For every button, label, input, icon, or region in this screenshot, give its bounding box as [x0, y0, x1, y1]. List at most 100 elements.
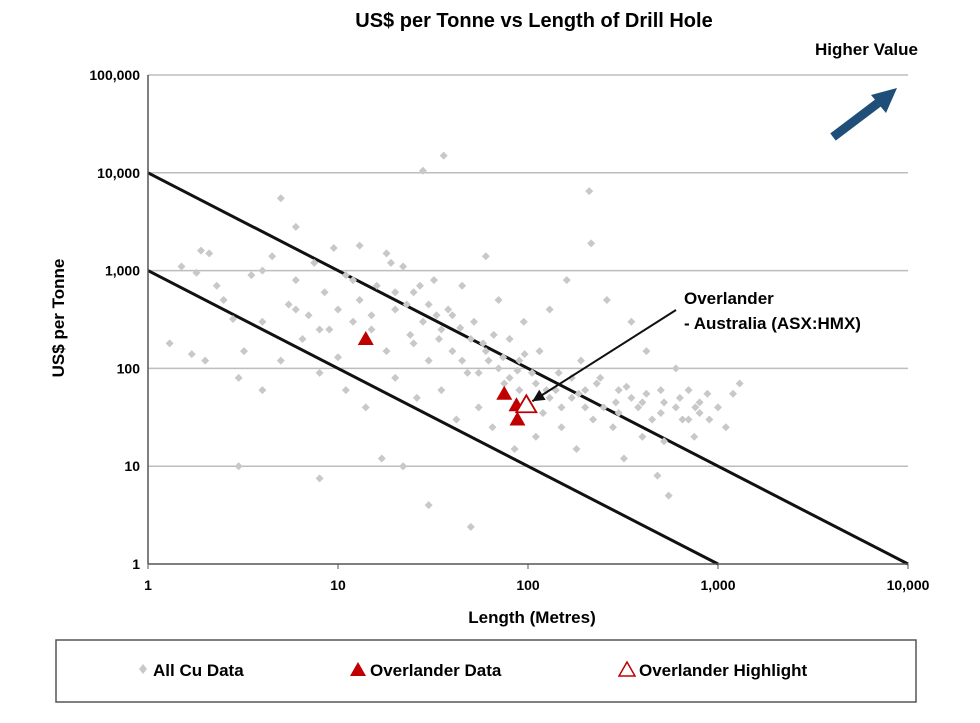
cu-data-point: [409, 288, 418, 297]
cu-data-point: [690, 432, 699, 441]
cu-data-point: [205, 249, 214, 258]
y-tick-label: 10: [124, 458, 140, 474]
reference-line: [147, 171, 909, 566]
overlander-annotation-subtitle: - Australia (ASX:HMX): [684, 314, 861, 333]
cu-data-point: [572, 444, 581, 453]
cu-data-point: [592, 379, 601, 388]
cu-data-point: [684, 386, 693, 395]
cu-data-point: [424, 356, 433, 365]
overlander-data-point: [496, 385, 513, 400]
cu-data-point: [574, 389, 583, 398]
cu-data-point: [298, 334, 307, 343]
cu-data-point: [456, 323, 465, 332]
cu-data-point: [310, 258, 319, 267]
cu-data-point: [481, 252, 490, 261]
cu-data-point: [437, 386, 446, 395]
cu-data-point: [458, 356, 467, 365]
cu-data-point: [201, 356, 210, 365]
cu-data-point: [500, 379, 509, 388]
cu-data-point: [291, 305, 300, 314]
cu-data-point: [705, 415, 714, 424]
cu-data-point: [439, 151, 448, 160]
cu-data-point: [382, 249, 391, 258]
cu-data-point: [642, 389, 651, 398]
cu-data-point: [258, 386, 267, 395]
cu-data-point: [377, 454, 386, 463]
cu-data-point: [576, 356, 585, 365]
cu-data-point: [703, 389, 712, 398]
cu-data-point: [505, 373, 514, 382]
cu-data-point: [196, 246, 205, 255]
cu-data-point: [562, 276, 571, 285]
cu-data-point: [614, 386, 623, 395]
cu-data-point: [276, 356, 285, 365]
x-tick-label: 10: [330, 577, 346, 593]
cu-data-point: [539, 408, 548, 417]
x-tick-label: 100: [516, 577, 540, 593]
cu-data-point: [488, 423, 497, 432]
cu-data-point: [418, 317, 427, 326]
cu-data-point: [355, 296, 364, 305]
legend-item-overlander-highlight: Overlander Highlight: [617, 660, 807, 680]
cu-data-point: [481, 347, 490, 356]
cu-data-point: [474, 368, 483, 377]
cu-data-point: [585, 187, 594, 196]
overlander-highlight-point: [514, 393, 538, 414]
x-tick-label: 1,000: [700, 577, 735, 593]
legend-label-overlander-data: Overlander Data: [370, 661, 502, 680]
cu-data-point: [320, 288, 329, 297]
cu-data-point: [638, 398, 647, 407]
cu-data-point: [424, 501, 433, 510]
legend-item-all-cu: All Cu Data: [139, 661, 244, 680]
overlander-annotation-title: Overlander: [684, 289, 774, 308]
legend-box: [55, 639, 917, 703]
cu-data-point: [234, 462, 243, 471]
y-tick-label: 1,000: [105, 263, 140, 279]
arrow-up-right-icon: [830, 88, 897, 141]
cu-data-point: [642, 347, 651, 356]
cu-data-point: [721, 423, 730, 432]
cu-data-point: [228, 314, 237, 323]
cu-data-point: [386, 258, 395, 267]
chart-title: US$ per Tonne vs Length of Drill Hole: [355, 10, 712, 32]
cu-data-point: [531, 379, 540, 388]
cu-data-point: [239, 347, 248, 356]
cu-data-point: [671, 364, 680, 373]
cu-data-point: [627, 317, 636, 326]
cu-data-point: [528, 368, 537, 377]
cu-data-point: [192, 268, 201, 277]
data-points: [165, 151, 744, 531]
cu-data-point: [648, 415, 657, 424]
cu-data-point: [602, 296, 611, 305]
cu-data-point: [234, 373, 243, 382]
annotation-arrow: [531, 309, 677, 403]
cu-data-point: [587, 239, 596, 248]
cu-data-point: [567, 393, 576, 402]
cu-data-point: [406, 330, 415, 339]
cu-data-point: [638, 432, 647, 441]
x-axis-label: Length (Metres): [468, 608, 596, 627]
cu-data-point: [315, 368, 324, 377]
cu-data-point: [434, 334, 443, 343]
cu-data-point: [429, 276, 438, 285]
cu-data-point: [695, 408, 704, 417]
cu-data-point: [474, 403, 483, 412]
cu-data-point: [619, 454, 628, 463]
cu-data-point: [470, 317, 479, 326]
cu-data-point: [510, 444, 519, 453]
legend-item-overlander-data: Overlander Data: [350, 661, 502, 680]
cu-data-point: [448, 311, 457, 320]
cu-data-point: [187, 350, 196, 359]
cu-data-point: [341, 271, 350, 280]
overlander-data-point: [357, 330, 374, 345]
reference-lines: [147, 171, 909, 566]
cu-data-point: [315, 325, 324, 334]
cu-data-point: [355, 241, 364, 250]
cu-data-point: [519, 317, 528, 326]
cu-data-point: [484, 356, 493, 365]
cu-data-point: [391, 373, 400, 382]
cu-data-point: [513, 366, 522, 375]
cu-data-point: [678, 415, 687, 424]
cu-data-point: [545, 305, 554, 314]
